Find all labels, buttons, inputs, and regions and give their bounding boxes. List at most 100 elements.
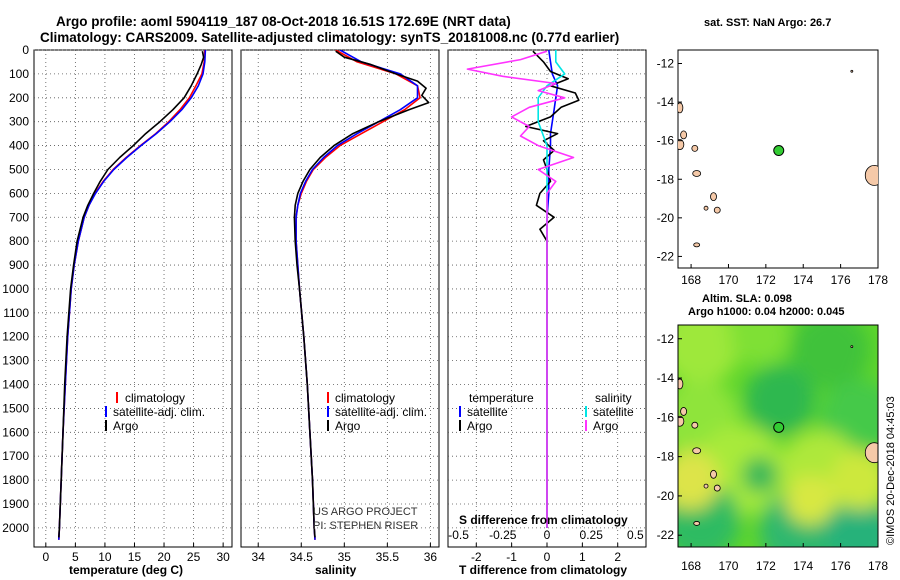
sla-cell xyxy=(825,500,878,547)
project-credit: US ARGO PROJECT xyxy=(313,506,418,518)
figure-title-line2: Climatology: CARS2009. Satellite-adjuste… xyxy=(40,30,619,45)
depth-tick-label: 1500 xyxy=(2,401,29,415)
legend-temp-satellite-swatch xyxy=(459,406,461,417)
legend-satellite: satellite-adj. clim. xyxy=(113,405,205,419)
legend-argo: Argo xyxy=(335,419,361,433)
lat-tick-label: -14 xyxy=(657,95,675,109)
s-tick-label: 0 xyxy=(544,528,551,542)
depth-tick-label: 600 xyxy=(9,186,29,200)
depth-tick-label: 2000 xyxy=(2,521,29,535)
sla-cell xyxy=(790,325,870,390)
depth-tick-label: 400 xyxy=(9,139,29,153)
sst-map-ticks: -12 -14 -16 -18 -20 -22 168 170 172 174 176 178 xyxy=(657,57,889,287)
pi-credit: PI: STEPHEN RISER xyxy=(313,520,418,532)
temperature-x-ticks: 0 5 10 15 20 25 30 xyxy=(42,543,230,564)
legend-salinity-header: salinity xyxy=(595,391,632,405)
legend-temperature-header: temperature xyxy=(469,391,534,405)
series-line-climatology xyxy=(58,50,206,540)
legend-sal-satellite: satellite xyxy=(593,405,634,419)
legend-temp-argo-swatch xyxy=(459,420,461,431)
sla-cell xyxy=(678,325,740,385)
temperature-xlabel: temperature (deg C) xyxy=(69,563,183,577)
island-shape xyxy=(710,192,717,202)
depth-tick-label: 500 xyxy=(9,162,29,176)
sla-cell xyxy=(678,450,720,510)
lon-tick-label: 174 xyxy=(793,273,813,287)
s-tick-label: 0.5 xyxy=(627,528,644,542)
series-line-argo xyxy=(293,50,430,538)
legend-climatology: climatology xyxy=(335,391,395,405)
temperature-panel-frame xyxy=(33,49,233,548)
island-shape xyxy=(691,144,699,152)
s-tick-label: -0.25 xyxy=(489,528,517,542)
island-shape xyxy=(713,206,721,214)
lon-tick-label: 176 xyxy=(831,559,851,573)
difference-legend: temperature satellite Argo salinity sate… xyxy=(459,391,634,433)
x-tick-label: 35 xyxy=(338,550,352,564)
sla-cell xyxy=(785,475,835,525)
lon-tick-label: 176 xyxy=(831,273,851,287)
sst-map-frame xyxy=(677,49,879,269)
x-tick-label: 30 xyxy=(216,550,230,564)
x-tick-label: 36 xyxy=(424,550,438,564)
depth-tick-label: 1600 xyxy=(2,425,29,439)
temperature-grid xyxy=(34,49,232,547)
legend-argo-swatch xyxy=(327,420,329,431)
legend-satellite: satellite-adj. clim. xyxy=(335,405,427,419)
island-shape xyxy=(693,242,701,248)
lon-tick-label: 178 xyxy=(868,559,888,573)
island-shape xyxy=(693,521,701,526)
difference-lines xyxy=(466,50,580,528)
depth-axis-ticks: 0 100 200 300 400 500 600 700 800 900 1000 1100 1200… xyxy=(2,43,29,535)
island-shape xyxy=(864,442,878,464)
s-tick-label: -0.5 xyxy=(448,528,469,542)
s-tick-label: 0.25 xyxy=(580,528,604,542)
series-line-satellite-adj-clim- xyxy=(295,50,419,540)
legend-climatology-swatch xyxy=(116,392,118,403)
imos-stamp: ©IMOS 20-Dec-2018 04:45:03 xyxy=(885,396,897,545)
legend-temp-satellite: satellite xyxy=(467,405,508,419)
lat-tick-label: -18 xyxy=(657,172,675,186)
island-shape xyxy=(692,170,702,177)
lat-tick-label: -18 xyxy=(657,450,675,464)
sst-map-title: sat. SST: NaN Argo: 26.7 xyxy=(704,17,831,29)
lat-tick-label: -22 xyxy=(657,528,675,542)
island-shape xyxy=(691,421,699,429)
lon-tick-label: 172 xyxy=(756,559,776,573)
sst-map-content xyxy=(678,69,878,248)
lat-tick-label: -12 xyxy=(657,57,675,71)
salinity-x-ticks: 34 34.5 35 35.5 36 xyxy=(252,543,438,564)
legend-satellite-swatch xyxy=(327,406,329,417)
x-tick-label: 0 xyxy=(42,550,49,564)
depth-tick-label: 200 xyxy=(9,91,29,105)
lon-tick-label: 168 xyxy=(681,559,701,573)
x-tick-label: 2 xyxy=(614,550,621,564)
salinity-lines xyxy=(293,50,430,540)
lat-tick-label: -16 xyxy=(657,410,675,424)
series-line-climatology xyxy=(295,50,421,540)
depth-tick-label: 1400 xyxy=(2,378,29,392)
salinity-xlabel: salinity xyxy=(315,563,357,577)
legend-satellite-swatch xyxy=(105,406,107,417)
x-tick-label: 15 xyxy=(128,550,142,564)
x-tick-label: 10 xyxy=(98,550,112,564)
lon-tick-label: 170 xyxy=(718,273,738,287)
lat-tick-label: -22 xyxy=(657,249,675,263)
legend-sal-satellite-swatch xyxy=(585,406,587,417)
sla-cell xyxy=(742,457,778,493)
depth-tick-label: 300 xyxy=(9,115,29,129)
island-shape xyxy=(850,345,854,349)
x-tick-label: -2 xyxy=(471,550,482,564)
lat-tick-label: -20 xyxy=(657,489,675,503)
depth-tick-label: 1000 xyxy=(2,282,29,296)
island-shape xyxy=(678,378,684,390)
legend-climatology: climatology xyxy=(125,391,185,405)
difference-xlabel: T difference from climatology xyxy=(459,563,627,577)
sla-cell xyxy=(730,325,790,365)
salinity-panel-frame xyxy=(240,49,440,548)
figure-title-line1: Argo profile: aoml 5904119_187 08-Oct-20… xyxy=(56,14,511,29)
x-tick-label: 34 xyxy=(252,550,266,564)
island-shape xyxy=(713,484,721,492)
depth-tick-label: 0 xyxy=(22,43,29,57)
